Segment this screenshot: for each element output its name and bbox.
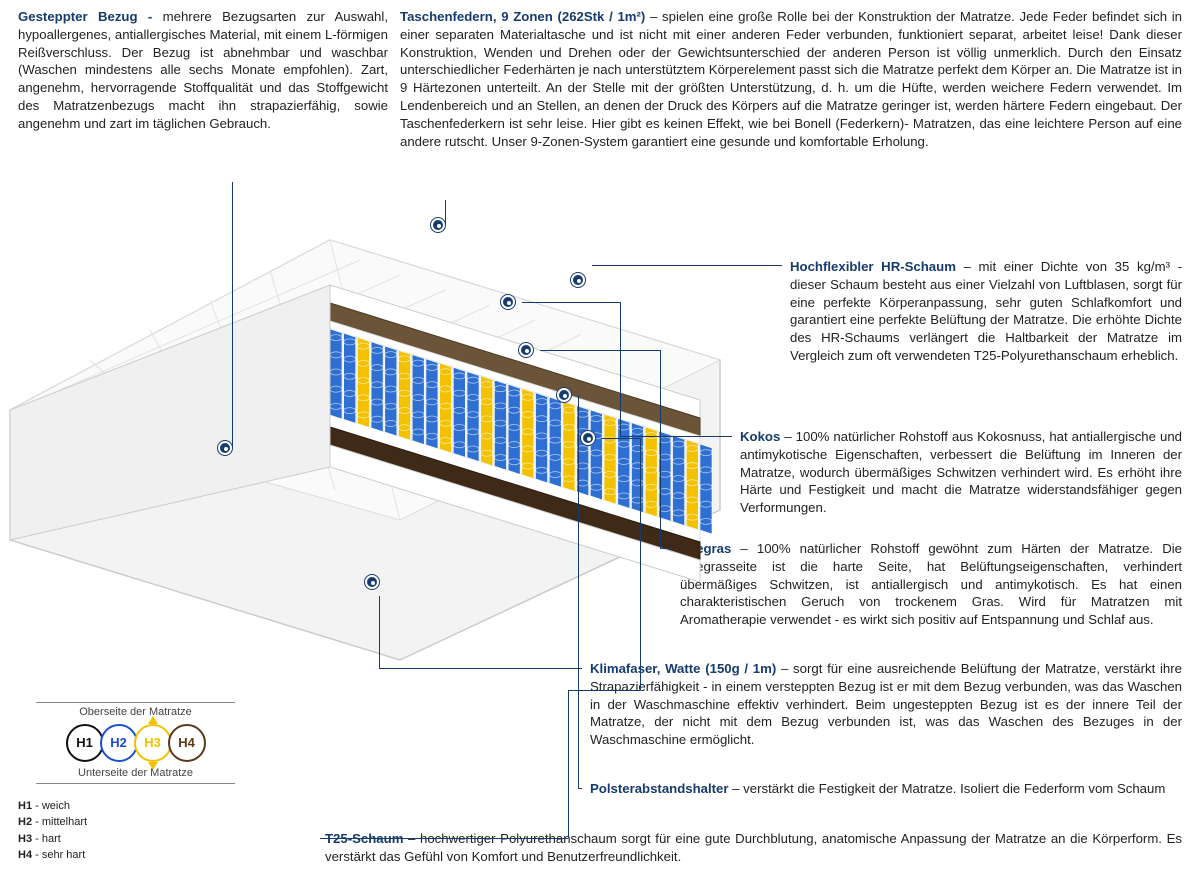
connector-line bbox=[568, 690, 640, 691]
legend-top-label: Oberseite der Matratze bbox=[18, 705, 253, 720]
bezug-marker bbox=[218, 441, 232, 455]
legend-key-h4: H4 - sehr hart bbox=[18, 847, 253, 864]
mattress-illustration bbox=[0, 230, 750, 670]
polster-body: – verstärkt die Festigkeit der Matratze.… bbox=[729, 781, 1166, 796]
connector-line bbox=[568, 690, 569, 838]
connector-line bbox=[578, 788, 582, 789]
kokos-body: – 100% natürlicher Rohstoff aus Kokosnus… bbox=[740, 429, 1182, 515]
legend-keys: H1 - weichH2 - mittelhartH3 - hartH4 - s… bbox=[18, 798, 253, 864]
klima-marker bbox=[365, 575, 379, 589]
legend-key-h2: H2 - mittelhart bbox=[18, 814, 253, 831]
section-bezug: Gesteppter Bezug - mehrere Bezugsarten z… bbox=[18, 8, 388, 133]
polster-title: Polsterabstandshalter bbox=[590, 781, 729, 796]
connector-line bbox=[602, 438, 640, 439]
seegras-marker bbox=[519, 343, 533, 357]
t25-body: – hochwertiger Polyurethanschaum sorgt f… bbox=[325, 831, 1182, 864]
hardness-h1: H1 bbox=[66, 724, 104, 762]
section-t25: T25-Schaum – hochwertiger Polyurethansch… bbox=[325, 830, 1182, 866]
section-polster: Polsterabstandshalter – verstärkt die Fe… bbox=[590, 780, 1182, 798]
connector-line bbox=[232, 182, 233, 448]
connector-line bbox=[640, 438, 641, 690]
connector-line bbox=[592, 265, 782, 266]
legend-bottom-label: Unterseite der Matratze bbox=[18, 766, 253, 781]
legend-circles: H1H2H3H4 bbox=[18, 724, 253, 762]
federn-marker bbox=[431, 218, 445, 232]
section-seegras: Seegras – 100% natürlicher Rohstoff gewö… bbox=[680, 540, 1182, 629]
bezug-body: mehrere Bezugsarten zur Auswahl, hypoall… bbox=[18, 9, 388, 131]
hr-marker bbox=[571, 273, 585, 287]
polster-marker bbox=[557, 388, 571, 402]
connector-line bbox=[660, 548, 672, 549]
legend-hr-bottom bbox=[36, 783, 235, 784]
section-klima: Klimafaser, Watte (150g / 1m) – sorgt fü… bbox=[590, 660, 1182, 749]
hardness-h3: H3 bbox=[134, 724, 172, 762]
hardness-h4: H4 bbox=[168, 724, 206, 762]
connector-line bbox=[578, 395, 579, 788]
hr-title: Hochflexibler HR-Schaum bbox=[790, 259, 956, 274]
connector-line bbox=[320, 838, 568, 839]
connector-line bbox=[445, 200, 446, 225]
connector-line bbox=[660, 350, 661, 548]
t25-marker bbox=[581, 431, 595, 445]
legend-hr-top bbox=[36, 702, 235, 703]
kokos-marker bbox=[501, 295, 515, 309]
section-hr: Hochflexibler HR-Schaum – mit einer Dich… bbox=[790, 258, 1182, 365]
federn-title: Taschenfedern, 9 Zonen (262Stk / 1m²) bbox=[400, 9, 645, 24]
section-federn: Taschenfedern, 9 Zonen (262Stk / 1m²) – … bbox=[400, 8, 1182, 151]
connector-line bbox=[379, 596, 380, 668]
hardness-legend: Oberseite der Matratze H1H2H3H4 Untersei… bbox=[18, 700, 253, 864]
legend-key-h3: H3 - hart bbox=[18, 831, 253, 848]
federn-body: – spielen eine große Rolle bei der Konst… bbox=[400, 9, 1182, 149]
seegras-body: – 100% natürlicher Rohstoff gewöhnt zum … bbox=[680, 541, 1182, 627]
section-kokos: Kokos – 100% natürlicher Rohstoff aus Ko… bbox=[740, 428, 1182, 517]
connector-line bbox=[620, 436, 732, 437]
legend-key-h1: H1 - weich bbox=[18, 798, 253, 815]
hardness-h2: H2 bbox=[100, 724, 138, 762]
connector-line bbox=[620, 302, 621, 436]
connector-line bbox=[379, 668, 582, 669]
connector-line bbox=[522, 302, 620, 303]
connector-line bbox=[540, 350, 660, 351]
bezug-title: Gesteppter Bezug - bbox=[18, 9, 163, 24]
hr-body: – mit einer Dichte von 35 kg/m³ - dieser… bbox=[790, 259, 1182, 363]
